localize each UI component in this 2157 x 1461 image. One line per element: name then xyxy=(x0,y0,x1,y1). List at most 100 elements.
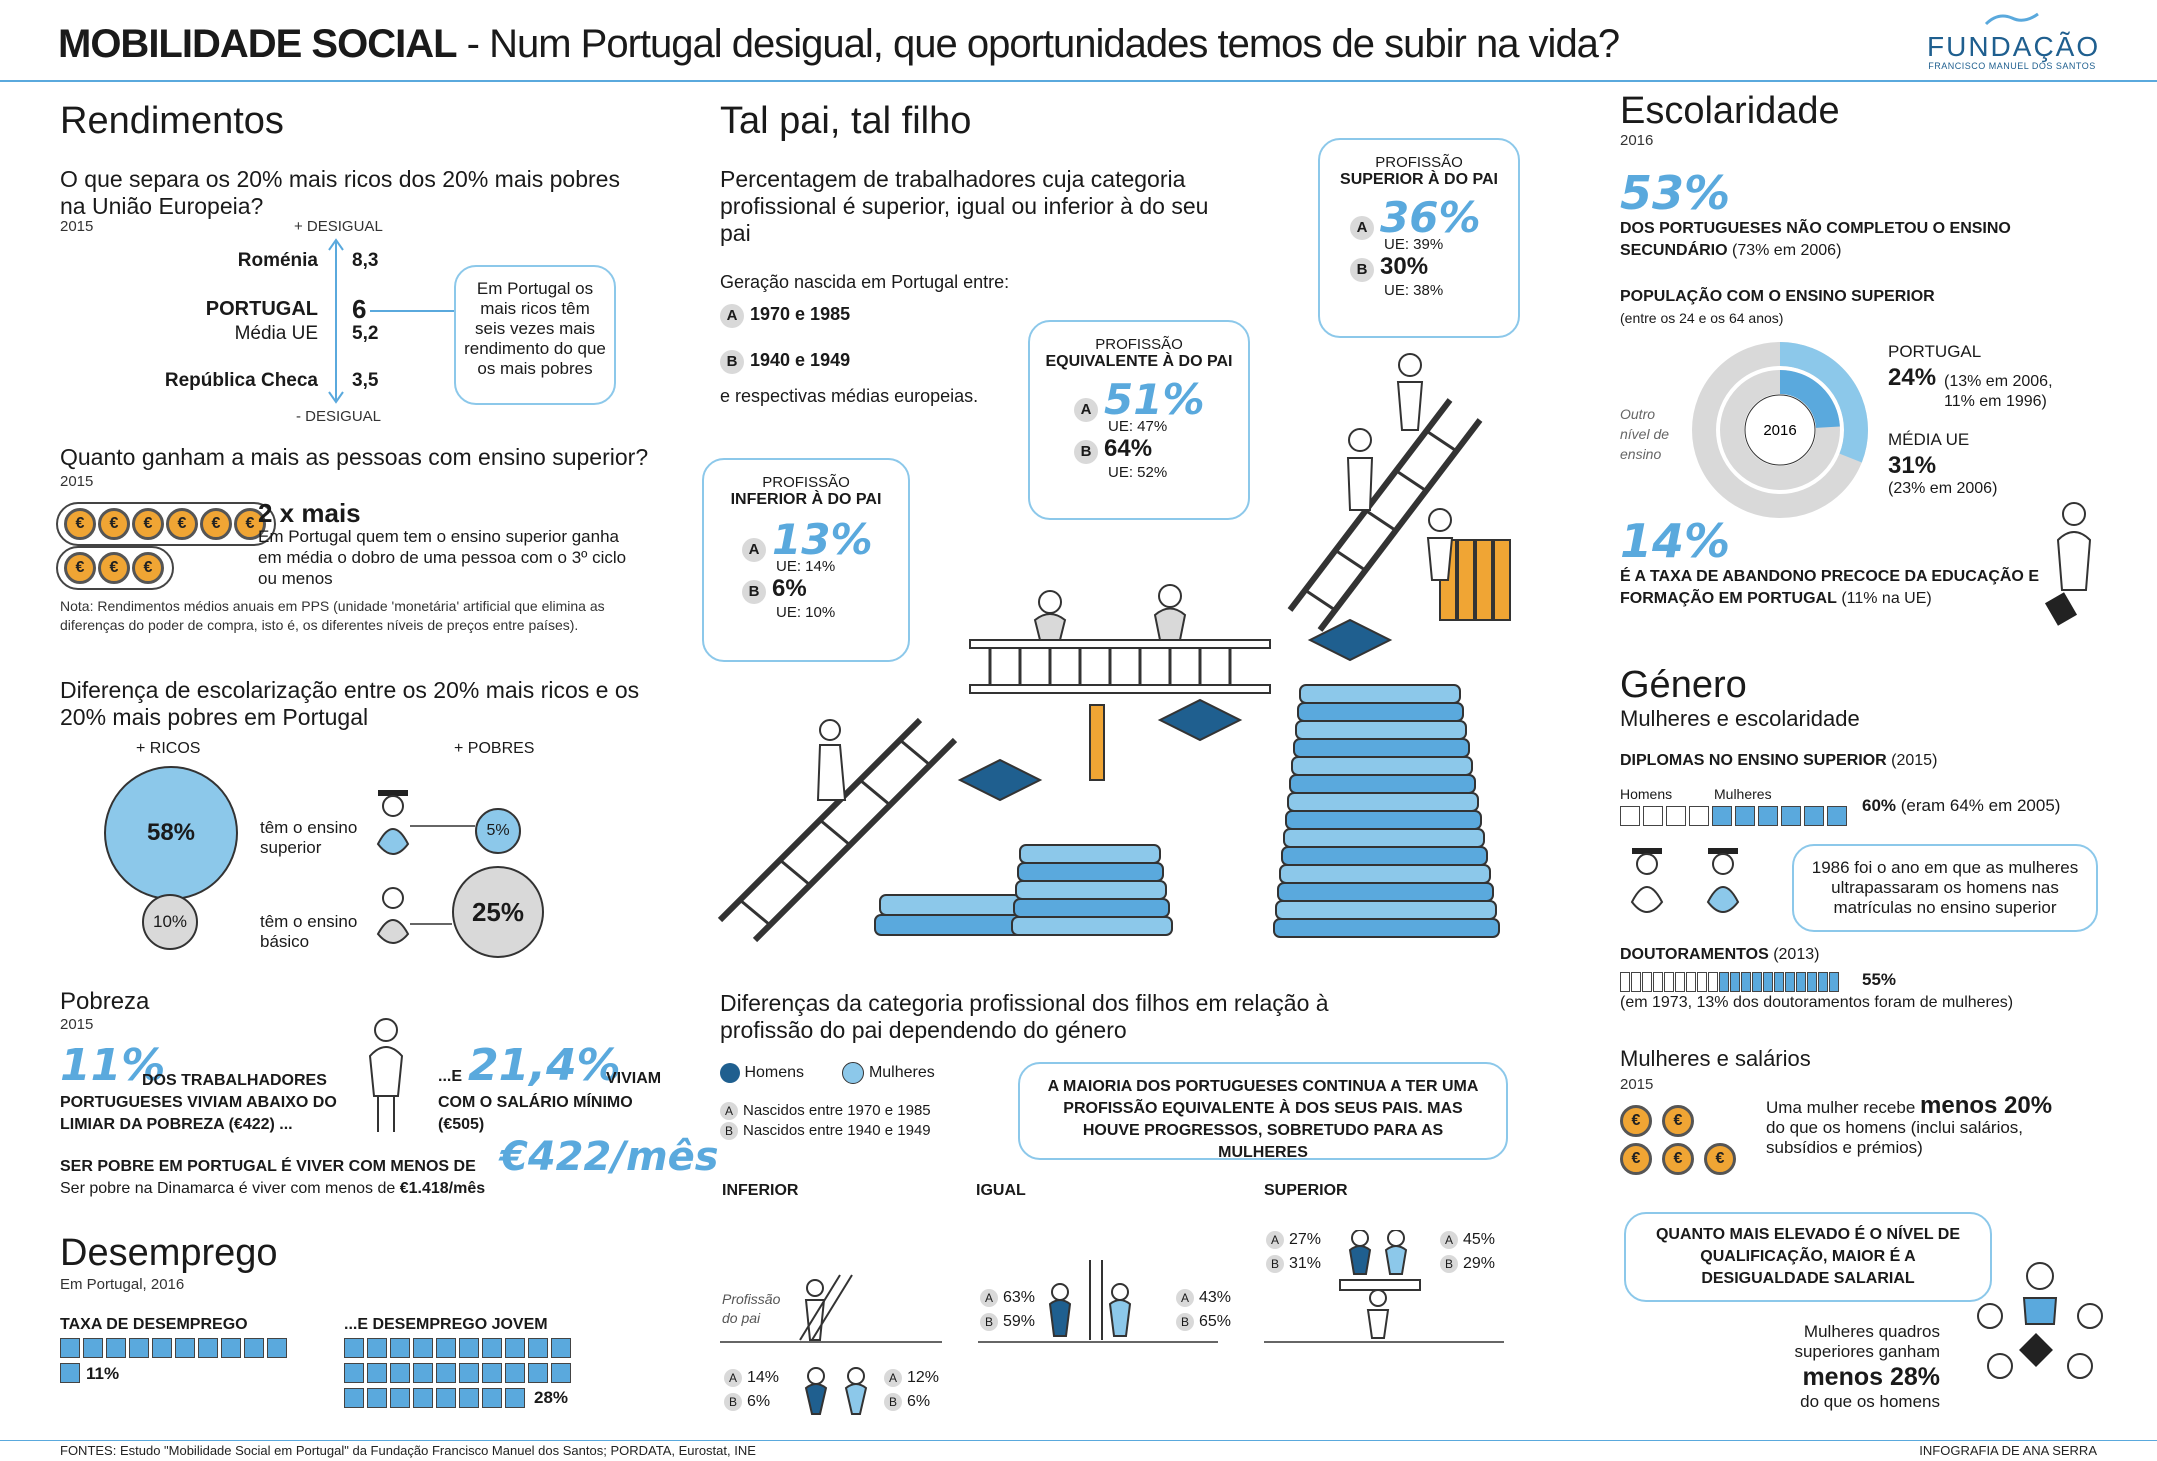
desemprego-title: Desemprego xyxy=(60,1232,278,1274)
euro-coin-icon: € xyxy=(64,508,96,540)
legend-homens: Homens xyxy=(744,1064,805,1082)
pt-value: 24% xyxy=(1888,364,1937,391)
euro-coin-icon: € xyxy=(234,508,266,540)
pobreza-pct1: 11% xyxy=(60,1040,166,1091)
igual-col-label: IGUAL xyxy=(976,1182,1026,1199)
pobres-superior-value: 5% xyxy=(486,822,510,839)
pobres-basico-value: 25% xyxy=(471,897,525,927)
graduates-pair-icon xyxy=(1630,848,1740,913)
waffle-square xyxy=(1785,972,1795,992)
dout-grid xyxy=(1620,972,1840,1000)
genero-figures-illustration xyxy=(720,1230,1504,1415)
badge-a: A xyxy=(1350,216,1374,240)
dipl-value: 60% xyxy=(1862,796,1897,815)
equivalente-label: EQUIVALENTE À DO PAI xyxy=(1045,353,1233,370)
logo: FUNDAÇÃO FRANCISCO MANUEL DOS SANTOS xyxy=(1927,10,2098,71)
jovem-value: 28% xyxy=(534,1388,569,1407)
waffle-square xyxy=(413,1388,433,1408)
footer-credit: INFOGRAFIA DE ANA SERRA xyxy=(1919,1443,2097,1458)
taxa-label: TAXA DE DESEMPREGO xyxy=(60,1316,248,1333)
igual-homens: A 63% B 59% xyxy=(980,1286,1035,1334)
desemprego-year: Em Portugal, 2016 xyxy=(60,1276,185,1293)
superior-label: têm o ensino superior xyxy=(260,818,358,857)
waffle-square xyxy=(482,1388,502,1408)
person-figure-icon xyxy=(368,1018,404,1132)
pobreza-text2b: COM O SALÁRIO MÍNIMO (€505) xyxy=(438,1094,633,1133)
graduate-figures-illustration xyxy=(376,790,475,944)
rendimentos-bubble: Em Portugal os mais ricos têm seis vezes… xyxy=(454,265,616,405)
sal-year: 2015 xyxy=(1620,1076,1654,1093)
homens-dot-icon xyxy=(720,1063,740,1083)
euro-coin-icon: € xyxy=(166,508,198,540)
escolarizacao-title: Diferença de escolarização entre os 20% … xyxy=(60,677,640,730)
waffle-square xyxy=(1708,972,1718,992)
basico-label: têm o ensino básico xyxy=(260,912,358,951)
waffle-square xyxy=(1829,972,1839,992)
graduation-cap-icons xyxy=(957,618,1393,802)
ricos-basico-circle: 10% xyxy=(142,894,198,950)
badge-a: A xyxy=(742,538,766,562)
waffle-square xyxy=(1758,806,1778,826)
ig-h-b: 59% xyxy=(1003,1313,1036,1330)
inf-h-a: 14% xyxy=(747,1369,780,1386)
waffle-square xyxy=(1774,972,1784,992)
waffle-square xyxy=(1697,972,1707,992)
rendimentos-q1: O que separa os 20% mais ricos dos 20% m… xyxy=(60,166,620,219)
euro-coin-icon: € xyxy=(64,552,96,584)
waffle-square xyxy=(1735,806,1755,826)
page-title: MOBILIDADE SOCIAL - Num Portugal desigua… xyxy=(58,22,1620,67)
waffle-square xyxy=(367,1338,387,1358)
euro-coin-icon: € xyxy=(1662,1105,1694,1137)
legend-b-row: B Nascidos entre 1940 e 1949 xyxy=(720,1122,931,1140)
inferior-col-label: INFERIOR xyxy=(722,1182,799,1199)
other-level-label: Outro nível de ensino xyxy=(1620,406,1670,462)
quadros-b: do que os homens xyxy=(1800,1392,1940,1411)
ue-note: (23% em 2006) xyxy=(1888,480,1998,497)
inf-h-b: 6% xyxy=(747,1393,771,1410)
waffle-square xyxy=(1804,806,1824,826)
inferior-b-ue: UE: 10% xyxy=(776,604,836,621)
sup-h-a: 27% xyxy=(1289,1231,1322,1248)
waffle-square xyxy=(459,1363,479,1383)
waffle-square xyxy=(436,1363,456,1383)
jovem-label: ...E DESEMPREGO JOVEM xyxy=(344,1316,548,1333)
legend-a-row: A Nascidos entre 1970 e 1985 xyxy=(720,1102,931,1120)
mulheres-dot-icon xyxy=(842,1062,865,1084)
waffle-square xyxy=(505,1363,525,1383)
value-portugal: 6 xyxy=(352,294,367,324)
escolaridade-text2b: (11% na UE) xyxy=(1836,590,1932,607)
logo-sub: FRANCISCO MANUEL DOS SANTOS xyxy=(1928,61,2096,71)
escolaridade-year: 2016 xyxy=(1620,132,1654,149)
escolaridade-title: Escolaridade xyxy=(1620,90,1840,132)
footer-rule xyxy=(0,1440,2157,1441)
waffle-square xyxy=(1730,972,1740,992)
footer-sources: FONTES: Estudo "Mobilidade Social em Por… xyxy=(60,1443,756,1458)
waffle-square xyxy=(551,1338,571,1358)
waffle-square xyxy=(367,1388,387,1408)
country-media-ue: Média UE xyxy=(234,323,318,344)
waffle-square xyxy=(1689,806,1709,826)
genero-bubble-text: 1986 foi o ano em que as mulheres ultrap… xyxy=(1811,858,2079,917)
climbing-figures xyxy=(816,353,1454,801)
euro-coin-icon: € xyxy=(1620,1143,1652,1175)
waffle-square xyxy=(505,1388,525,1408)
dipl-homens-label: Homens xyxy=(1620,786,1673,802)
euro-coin-icon: € xyxy=(1620,1105,1652,1137)
waffle-square xyxy=(221,1338,241,1358)
less-unequal-label: - DESIGUAL xyxy=(296,408,382,425)
escolaridade-text1a: DOS PORTUGUESES NÃO COMPLETOU O ENSINO S… xyxy=(1620,220,2011,259)
genero-bubble2: QUANTO MAIS ELEVADO É O NÍVEL DE QUALIFI… xyxy=(1624,1212,1992,1302)
ricos-superior-value: 58% xyxy=(146,819,196,846)
waffle-square xyxy=(528,1338,548,1358)
pobres-superior-circle: 5% xyxy=(475,808,521,854)
waffle-square xyxy=(1741,972,1751,992)
genero-prof-title: Diferenças da categoria profissional dos… xyxy=(720,990,1329,1043)
pobreza-line3: SER POBRE EM PORTUGAL É VIVER COM MENOS … xyxy=(60,1158,476,1175)
value-media-ue: 5,2 xyxy=(352,323,379,344)
waffle-square xyxy=(482,1363,502,1383)
value-rep-checa: 3,5 xyxy=(352,370,379,391)
waffle-square xyxy=(1818,972,1828,992)
dout-note: (em 1973, 13% dos doutoramentos foram de… xyxy=(1620,994,2014,1011)
ig-h-a: 63% xyxy=(1003,1289,1036,1306)
times-more: 2 x mais xyxy=(258,498,361,528)
